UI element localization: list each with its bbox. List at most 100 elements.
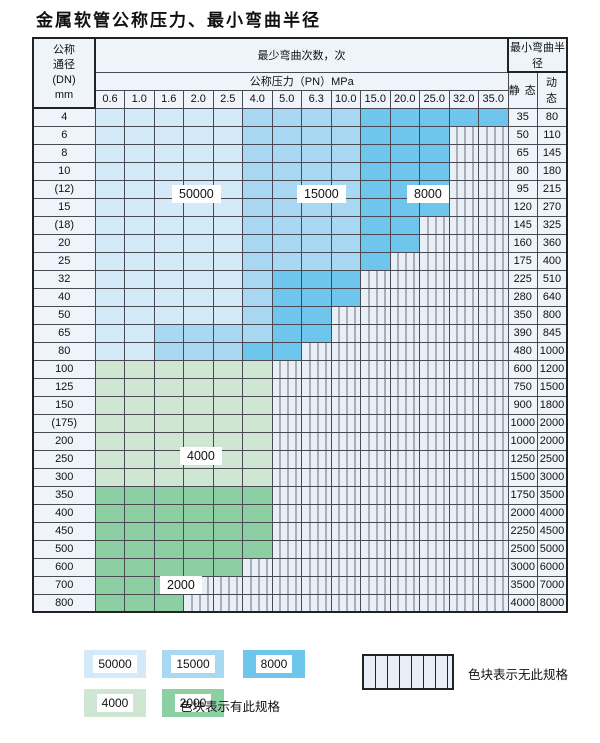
cell-spec-available — [183, 323, 214, 343]
cell-spec-unavailable — [271, 521, 302, 541]
cell-spec-available — [242, 215, 273, 235]
cell-dynamic-radius: 4500 — [537, 521, 568, 541]
cell-spec-unavailable — [419, 395, 450, 415]
cell-spec-unavailable — [330, 485, 361, 505]
legend-swatch: 50000 — [84, 650, 146, 678]
cell-spec-unavailable — [448, 161, 479, 181]
cell-nominal-diameter: 500 — [32, 539, 96, 559]
table-row: 20 160 360 — [32, 233, 568, 253]
pressure-column-header: 1.0 — [124, 89, 155, 109]
cell-spec-available — [94, 287, 125, 307]
spec-table: 公称 通径 (DN) mm 最少弯曲次数，次 最小弯曲半径 公称压力（PN）MP… — [32, 37, 568, 613]
cell-spec-available — [94, 233, 125, 253]
cell-spec-unavailable — [419, 431, 450, 451]
cell-nominal-diameter: 200 — [32, 431, 96, 451]
legend-has-spec-note: 色块表示有此规格 — [180, 699, 281, 714]
cell-static-radius: 600 — [507, 359, 538, 379]
cell-spec-available — [124, 233, 155, 253]
cell-static-radius: 900 — [507, 395, 538, 415]
cell-spec-unavailable — [301, 593, 332, 613]
cell-spec-available — [153, 503, 184, 523]
cell-spec-unavailable — [448, 341, 479, 361]
table-row: 300 1500 3000 — [32, 467, 568, 487]
cell-spec-available — [242, 305, 273, 325]
cell-spec-available — [271, 107, 302, 127]
cell-dynamic-radius: 400 — [537, 251, 568, 271]
header-min-radius: 最小弯曲半径 — [507, 37, 568, 73]
cell-spec-unavailable — [448, 449, 479, 469]
cell-spec-available — [153, 341, 184, 361]
pressure-column-header: 5.0 — [271, 89, 302, 109]
cell-static-radius: 175 — [507, 251, 538, 271]
cell-spec-unavailable — [271, 485, 302, 505]
cell-spec-unavailable — [330, 359, 361, 379]
cell-spec-unavailable — [478, 413, 509, 433]
cell-static-radius: 2250 — [507, 521, 538, 541]
cell-spec-available — [242, 503, 273, 523]
cell-spec-available — [153, 521, 184, 541]
cell-spec-unavailable — [448, 179, 479, 199]
cell-dynamic-radius: 80 — [537, 107, 568, 127]
cell-static-radius: 480 — [507, 341, 538, 361]
cell-static-radius: 3000 — [507, 557, 538, 577]
cell-spec-available — [478, 107, 509, 127]
cell-spec-available — [389, 215, 420, 235]
cell-spec-available — [271, 287, 302, 307]
cell-spec-available — [124, 521, 155, 541]
cell-dynamic-radius: 4000 — [537, 503, 568, 523]
header-static: 静 态 — [507, 71, 538, 109]
cell-spec-unavailable — [360, 467, 391, 487]
table-row: 10 80 180 — [32, 161, 568, 181]
cell-spec-available — [212, 305, 243, 325]
cell-spec-unavailable — [389, 359, 420, 379]
cell-spec-available — [124, 557, 155, 577]
cell-spec-available — [360, 233, 391, 253]
cell-spec-unavailable — [301, 467, 332, 487]
cell-spec-available — [242, 179, 273, 199]
cell-spec-available — [212, 287, 243, 307]
legend-no-spec-swatch — [362, 654, 454, 690]
table-row: 500 2500 5000 — [32, 539, 568, 559]
cell-spec-unavailable — [389, 539, 420, 559]
cell-spec-unavailable — [478, 395, 509, 415]
header-nominal-pressure: 公称压力（PN）MPa — [94, 71, 509, 91]
cell-spec-available — [153, 143, 184, 163]
table-row: 600 3000 6000 — [32, 557, 568, 577]
table-row: 400 2000 4000 — [32, 503, 568, 523]
cell-spec-unavailable — [330, 431, 361, 451]
table-row: 200 1000 2000 — [32, 431, 568, 451]
cell-spec-unavailable — [301, 575, 332, 595]
table-row: 350 1750 3500 — [32, 485, 568, 505]
cell-static-radius: 95 — [507, 179, 538, 199]
cell-static-radius: 750 — [507, 377, 538, 397]
pressure-column-header: 35.0 — [478, 89, 509, 109]
cell-spec-available — [271, 143, 302, 163]
cell-spec-available — [183, 215, 214, 235]
table-row: 25 175 400 — [32, 251, 568, 271]
cell-spec-available — [183, 341, 214, 361]
cell-spec-unavailable — [448, 557, 479, 577]
header-row-top: 公称 通径 (DN) mm 最少弯曲次数，次 最小弯曲半径 — [32, 37, 568, 109]
cell-dynamic-radius: 845 — [537, 323, 568, 343]
table-row: 100 600 1200 — [32, 359, 568, 379]
cell-spec-available — [153, 233, 184, 253]
cell-static-radius: 1000 — [507, 413, 538, 433]
cell-static-radius: 4000 — [507, 593, 538, 613]
cell-dynamic-radius: 325 — [537, 215, 568, 235]
header-dynamic: 动 态 — [537, 71, 568, 109]
cell-nominal-diameter: 100 — [32, 359, 96, 379]
cell-spec-available — [94, 251, 125, 271]
legend: 50000 15000 8000 4000 2000 色块表示有此规格 色块表示无此规格 — [32, 640, 572, 730]
cell-spec-unavailable — [448, 305, 479, 325]
cell-spec-unavailable — [419, 233, 450, 253]
cell-dynamic-radius: 110 — [537, 125, 568, 145]
cell-spec-unavailable — [389, 593, 420, 613]
cell-spec-available — [124, 251, 155, 271]
cell-spec-unavailable — [419, 269, 450, 289]
cell-spec-unavailable — [419, 485, 450, 505]
cell-spec-available — [242, 233, 273, 253]
cell-spec-unavailable — [360, 539, 391, 559]
cell-spec-available — [94, 449, 125, 469]
legend-swatch: 15000 — [162, 650, 224, 678]
cell-spec-available — [94, 269, 125, 289]
